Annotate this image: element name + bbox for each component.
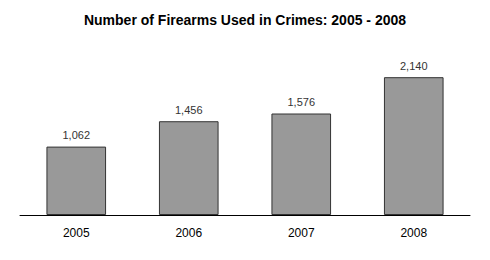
svg-text:Number of Firearms Used in Cri: Number of Firearms Used in Crimes: 2005 … [84,12,406,28]
svg-text:1,456: 1,456 [175,104,203,116]
svg-text:2005: 2005 [63,226,90,240]
svg-text:1,062: 1,062 [62,129,90,141]
svg-text:2008: 2008 [400,226,427,240]
svg-text:1,576: 1,576 [287,96,315,108]
svg-text:2006: 2006 [175,226,202,240]
svg-text:2,140: 2,140 [400,60,428,72]
svg-text:2007: 2007 [288,226,315,240]
